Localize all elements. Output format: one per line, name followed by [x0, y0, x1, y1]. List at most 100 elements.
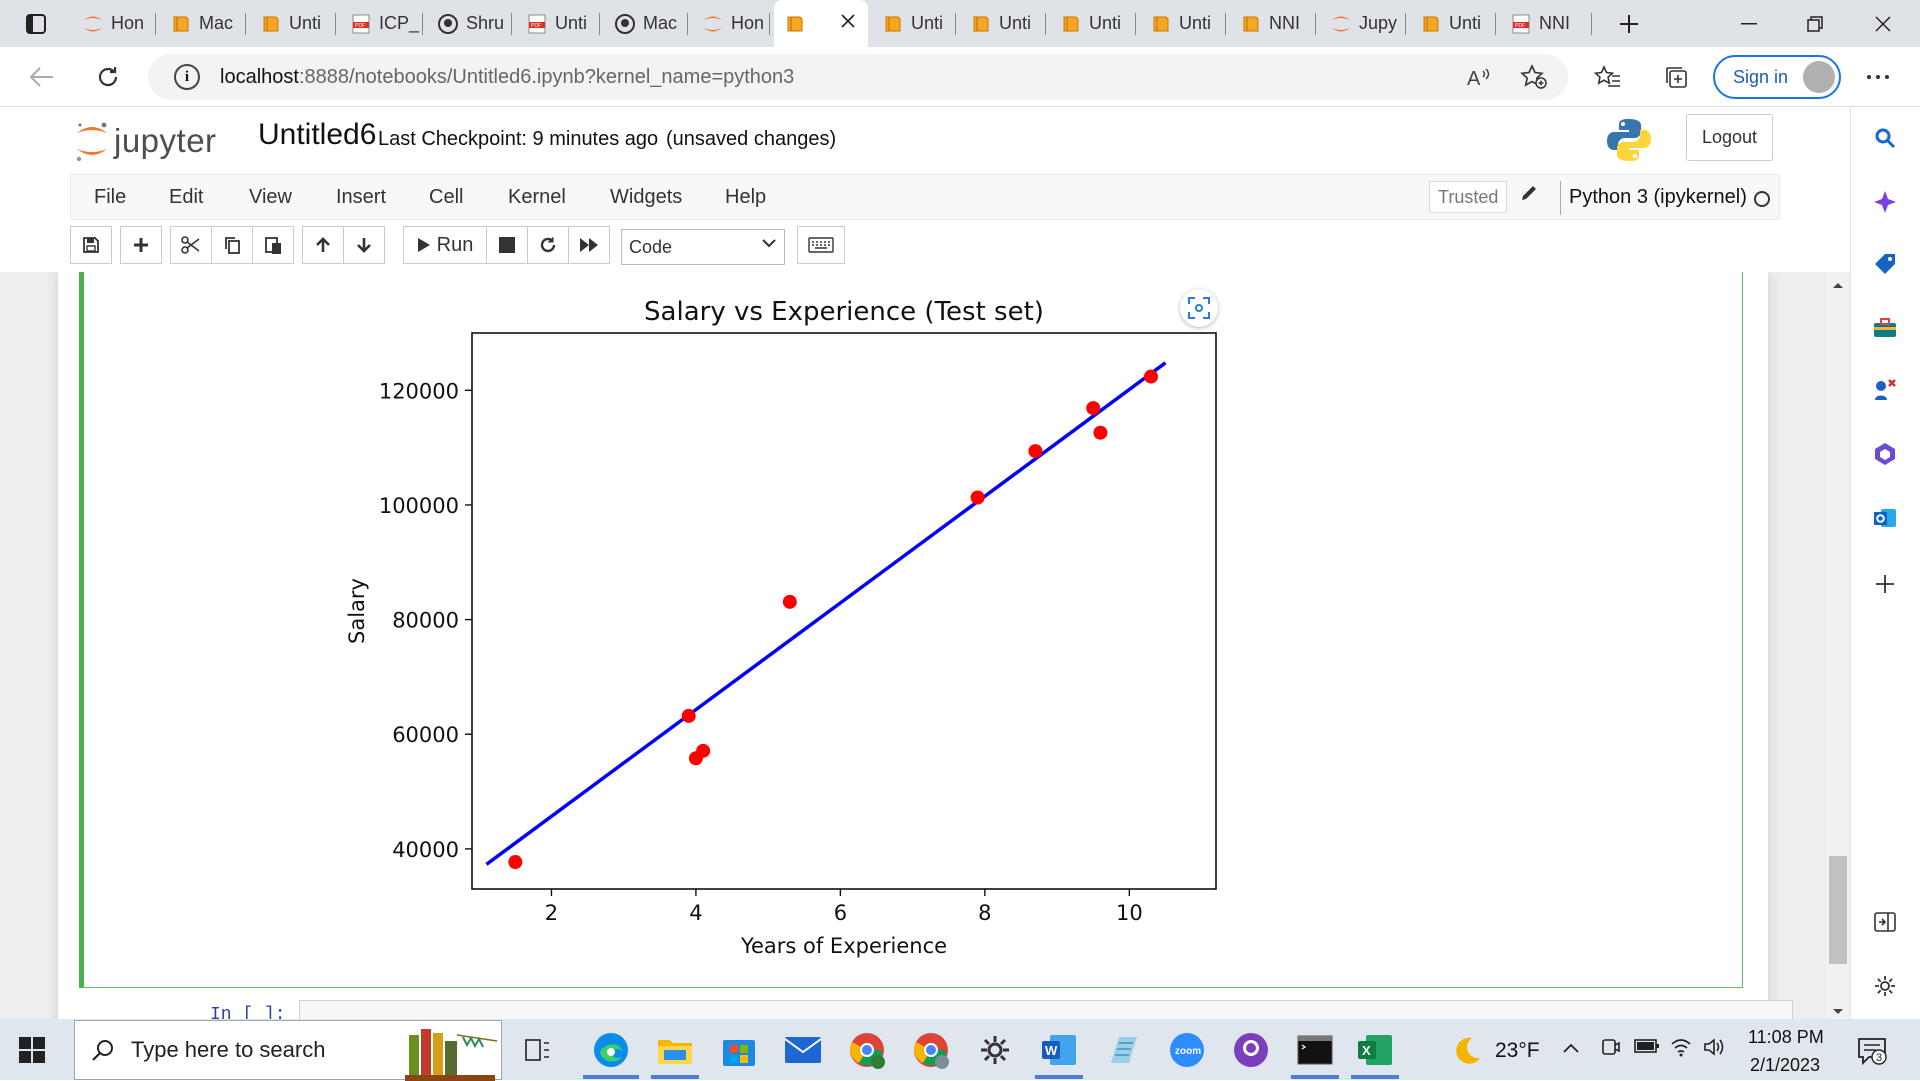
menu-file[interactable]: File — [94, 186, 127, 208]
cut-button[interactable] — [170, 226, 212, 264]
run-button[interactable]: Run — [403, 226, 487, 264]
task-view-icon[interactable] — [524, 1037, 552, 1063]
trusted-badge[interactable]: Trusted — [1429, 181, 1508, 213]
close-tab-icon[interactable] — [840, 13, 856, 34]
browser-tab[interactable]: Unti — [872, 0, 956, 47]
kernel-name[interactable]: Python 3 (ipykernel) — [1569, 186, 1747, 208]
back-button[interactable] — [24, 59, 60, 95]
menu-kernel[interactable]: Kernel — [508, 186, 566, 208]
menu-help[interactable]: Help — [725, 186, 767, 208]
weather-moon-icon[interactable] — [1450, 1034, 1484, 1068]
focus-mode-icon[interactable] — [1180, 289, 1218, 327]
terminal-icon[interactable] — [1295, 1030, 1335, 1070]
logout-button[interactable]: Logout — [1686, 114, 1773, 161]
browser-tab[interactable] — [774, 0, 868, 47]
add-favorite-icon[interactable] — [1516, 59, 1552, 95]
read-aloud-icon[interactable]: A — [1461, 59, 1497, 95]
code-cell-input[interactable] — [299, 1000, 1793, 1019]
github-desktop-icon[interactable] — [1231, 1030, 1271, 1070]
interrupt-button[interactable] — [486, 226, 528, 264]
browser-tab[interactable]: Hon — [72, 0, 156, 47]
browser-tab[interactable]: Unti — [960, 0, 1046, 47]
hide-sidebar-icon[interactable] — [1868, 905, 1902, 939]
menu-edit[interactable]: Edit — [169, 186, 204, 208]
browser-tab[interactable]: PDF Unti — [516, 0, 600, 47]
browser-tab[interactable]: Unti — [250, 0, 336, 47]
restore-button[interactable] — [1786, 0, 1844, 47]
close-window-button[interactable] — [1854, 0, 1912, 47]
more-options-icon[interactable] — [1860, 59, 1896, 95]
code-cell-selected[interactable]: Salary vs Experience (Test set) 2 4 6 8 10 400… — [79, 272, 1743, 988]
file-explorer-icon[interactable] — [655, 1030, 695, 1070]
collections-icon[interactable] — [1658, 59, 1694, 95]
scrollbar-thumb[interactable] — [1829, 856, 1847, 964]
clock-date[interactable]: 2/1/2023 — [1750, 1055, 1821, 1075]
chrome-profile-2-icon[interactable] — [911, 1030, 951, 1070]
browser-tab[interactable]: Mac — [160, 0, 246, 47]
notepad-icon[interactable] — [1103, 1030, 1143, 1070]
minimize-button[interactable] — [1720, 0, 1778, 47]
settings-gear-icon[interactable] — [1868, 969, 1902, 1003]
browser-tab[interactable]: Jupy — [1320, 0, 1406, 47]
tray-overflow-chevron-icon[interactable] — [1562, 1037, 1580, 1060]
browser-tab[interactable]: PDF NNI — [1500, 0, 1592, 47]
site-info-icon[interactable]: i — [174, 64, 200, 90]
wifi-icon[interactable] — [1670, 1037, 1692, 1063]
browser-tab[interactable]: Unti — [1410, 0, 1496, 47]
browser-tab[interactable]: PDF ICP_ — [340, 0, 423, 47]
volume-icon[interactable] — [1703, 1037, 1725, 1063]
favorites-icon[interactable] — [1590, 59, 1626, 95]
jupyter-logo[interactable]: jupyter — [74, 117, 217, 165]
outlook-icon[interactable] — [1868, 501, 1902, 535]
move-up-button[interactable] — [302, 226, 344, 264]
add-sidebar-app-icon[interactable] — [1868, 567, 1902, 601]
browser-tab[interactable]: NNI — [1230, 0, 1316, 47]
command-palette-button[interactable] — [797, 226, 845, 264]
scroll-up-icon[interactable] — [1826, 278, 1850, 292]
microsoft-365-icon[interactable] — [1868, 437, 1902, 471]
taskbar-search-box[interactable]: Type here to search — [74, 1020, 502, 1081]
copilot-sparkle-icon[interactable] — [1868, 185, 1902, 219]
restart-run-all-button[interactable] — [568, 226, 610, 264]
edge-taskbar-icon[interactable] — [591, 1030, 631, 1070]
clock-time[interactable]: 11:08 PM — [1748, 1027, 1824, 1047]
weather-temperature[interactable]: 23°F — [1495, 1039, 1540, 1062]
browser-tab[interactable]: Hon — [692, 0, 770, 47]
scroll-down-icon[interactable] — [1826, 1005, 1850, 1019]
new-tab-button[interactable] — [1600, 0, 1658, 47]
browser-tab[interactable]: Unti — [1050, 0, 1136, 47]
notebook-container[interactable]: Salary vs Experience (Test set) 2 4 6 8 10 400… — [0, 272, 1850, 1019]
copy-button[interactable] — [211, 226, 253, 264]
battery-icon[interactable] — [1634, 1037, 1660, 1060]
edit-pencil-icon[interactable] — [1519, 183, 1539, 209]
menu-widgets[interactable]: Widgets — [610, 186, 683, 208]
address-bar[interactable]: i localhost:8888/notebooks/Untitled6.ipy… — [148, 54, 1568, 100]
meet-now-icon[interactable] — [1600, 1037, 1620, 1063]
move-down-button[interactable] — [343, 226, 385, 264]
menu-insert[interactable]: Insert — [336, 186, 387, 208]
windows-start-icon[interactable] — [18, 1036, 46, 1064]
chrome-profile-1-icon[interactable] — [847, 1030, 887, 1070]
paste-button[interactable] — [252, 226, 294, 264]
browser-tab[interactable]: Unti — [1140, 0, 1226, 47]
sign-in-button[interactable]: Sign in — [1713, 55, 1841, 99]
cell-type-select[interactable]: Code — [621, 229, 785, 265]
zoom-icon[interactable]: zoom — [1167, 1030, 1207, 1070]
insert-cell-button[interactable] — [120, 226, 162, 264]
games-icon[interactable] — [1868, 373, 1902, 407]
tab-actions-icon[interactable] — [8, 0, 64, 47]
menu-view[interactable]: View — [249, 186, 292, 208]
browser-tab[interactable]: Shru — [427, 0, 512, 47]
excel-icon[interactable]: X — [1355, 1030, 1395, 1070]
browser-tab[interactable]: Mac — [604, 0, 688, 47]
mail-icon[interactable] — [783, 1030, 823, 1070]
notification-center-icon[interactable]: 3 — [1857, 1037, 1887, 1065]
save-button[interactable] — [70, 226, 112, 264]
notebook-title[interactable]: Untitled6 — [258, 118, 377, 151]
word-icon[interactable]: W — [1039, 1030, 1079, 1070]
refresh-button[interactable] — [90, 59, 126, 95]
shopping-tag-icon[interactable] — [1868, 247, 1902, 281]
settings-gear-taskbar-icon[interactable] — [975, 1030, 1015, 1070]
restart-button[interactable] — [527, 226, 569, 264]
search-icon[interactable] — [1868, 121, 1902, 155]
